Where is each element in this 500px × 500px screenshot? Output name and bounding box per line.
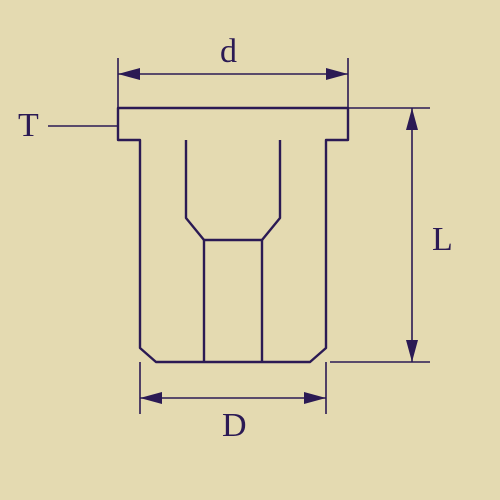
label-T: T xyxy=(18,107,39,144)
label-L: L xyxy=(432,221,453,258)
label-d: d xyxy=(220,33,237,70)
background xyxy=(0,0,500,500)
technical-drawing: d D L T xyxy=(0,0,500,500)
label-D: D xyxy=(222,407,247,444)
